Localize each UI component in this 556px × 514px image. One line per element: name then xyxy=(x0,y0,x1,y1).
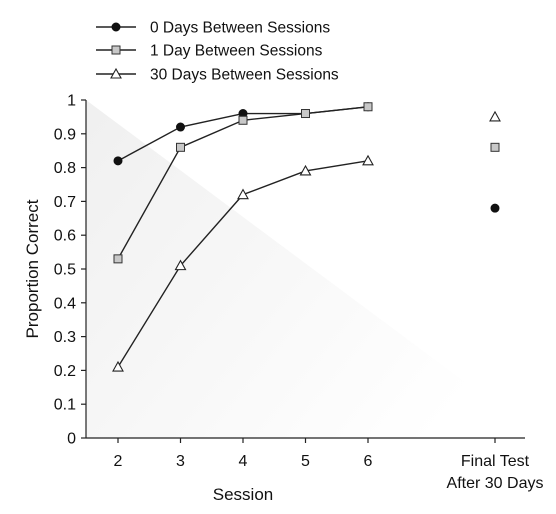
y-tick-label: 0.6 xyxy=(54,228,76,245)
x-tick-label: 3 xyxy=(176,453,185,470)
legend: 0 Days Between Sessions 1 Day Between Ses… xyxy=(96,20,339,84)
data-point xyxy=(238,115,248,125)
y-axis-title: Proportion Correct xyxy=(23,199,42,338)
y-tick-label: 0.9 xyxy=(54,126,76,143)
x-tick-label: 2 xyxy=(114,453,123,470)
y-tick-label: 0.1 xyxy=(54,397,76,414)
data-point xyxy=(363,102,373,112)
x-tick-label-final-line2: After 30 Days xyxy=(447,475,544,492)
data-point xyxy=(113,254,123,264)
legend-label: 1 Day Between Sessions xyxy=(150,43,323,60)
final-test-point xyxy=(489,110,501,122)
legend-item-2: 30 Days Between Sessions xyxy=(96,67,339,84)
y-tick-label: 0.5 xyxy=(54,262,76,279)
x-tick-label: 6 xyxy=(364,453,373,470)
final-test-point xyxy=(490,203,500,213)
legend-label: 0 Days Between Sessions xyxy=(150,20,330,37)
y-tick-label: 0.3 xyxy=(54,329,76,346)
data-point xyxy=(301,109,310,119)
background-wedge xyxy=(86,100,540,438)
y-tick-label: 0.2 xyxy=(54,363,76,380)
y-tick-label: 0.8 xyxy=(54,160,76,177)
data-point xyxy=(362,154,374,166)
data-point xyxy=(176,122,185,132)
axes: 0 0.1 0.2 0.3 0.4 0.5 0.6 0.7 0.8 0.9 1 2 3 4 5 6 Final … xyxy=(23,93,543,505)
y-tick-label: 0 xyxy=(67,431,76,448)
x-tick-label: 5 xyxy=(301,453,310,470)
series-layer xyxy=(112,102,501,372)
legend-marker xyxy=(111,45,121,55)
x-axis-title: Session xyxy=(213,485,273,504)
legend-marker xyxy=(111,22,121,32)
legend-label: 30 Days Between Sessions xyxy=(150,67,339,84)
x-tick-label-final-line1: Final Test xyxy=(461,453,530,470)
series-1 xyxy=(113,102,500,264)
data-point xyxy=(113,156,123,166)
data-point xyxy=(237,188,249,200)
y-tick-label: 0.7 xyxy=(54,194,76,211)
final-test-point xyxy=(490,142,500,152)
series-2 xyxy=(112,110,501,372)
data-point xyxy=(299,164,312,176)
data-point xyxy=(176,142,185,152)
y-tick-label: 0.4 xyxy=(54,295,76,312)
data-point xyxy=(174,259,187,271)
legend-item-1: 1 Day Between Sessions xyxy=(96,43,323,60)
y-tick-label: 1 xyxy=(67,93,76,110)
legend-marker xyxy=(110,67,122,79)
x-tick-label: 4 xyxy=(239,453,248,470)
data-point xyxy=(112,360,124,372)
legend-item-0: 0 Days Between Sessions xyxy=(96,20,330,37)
